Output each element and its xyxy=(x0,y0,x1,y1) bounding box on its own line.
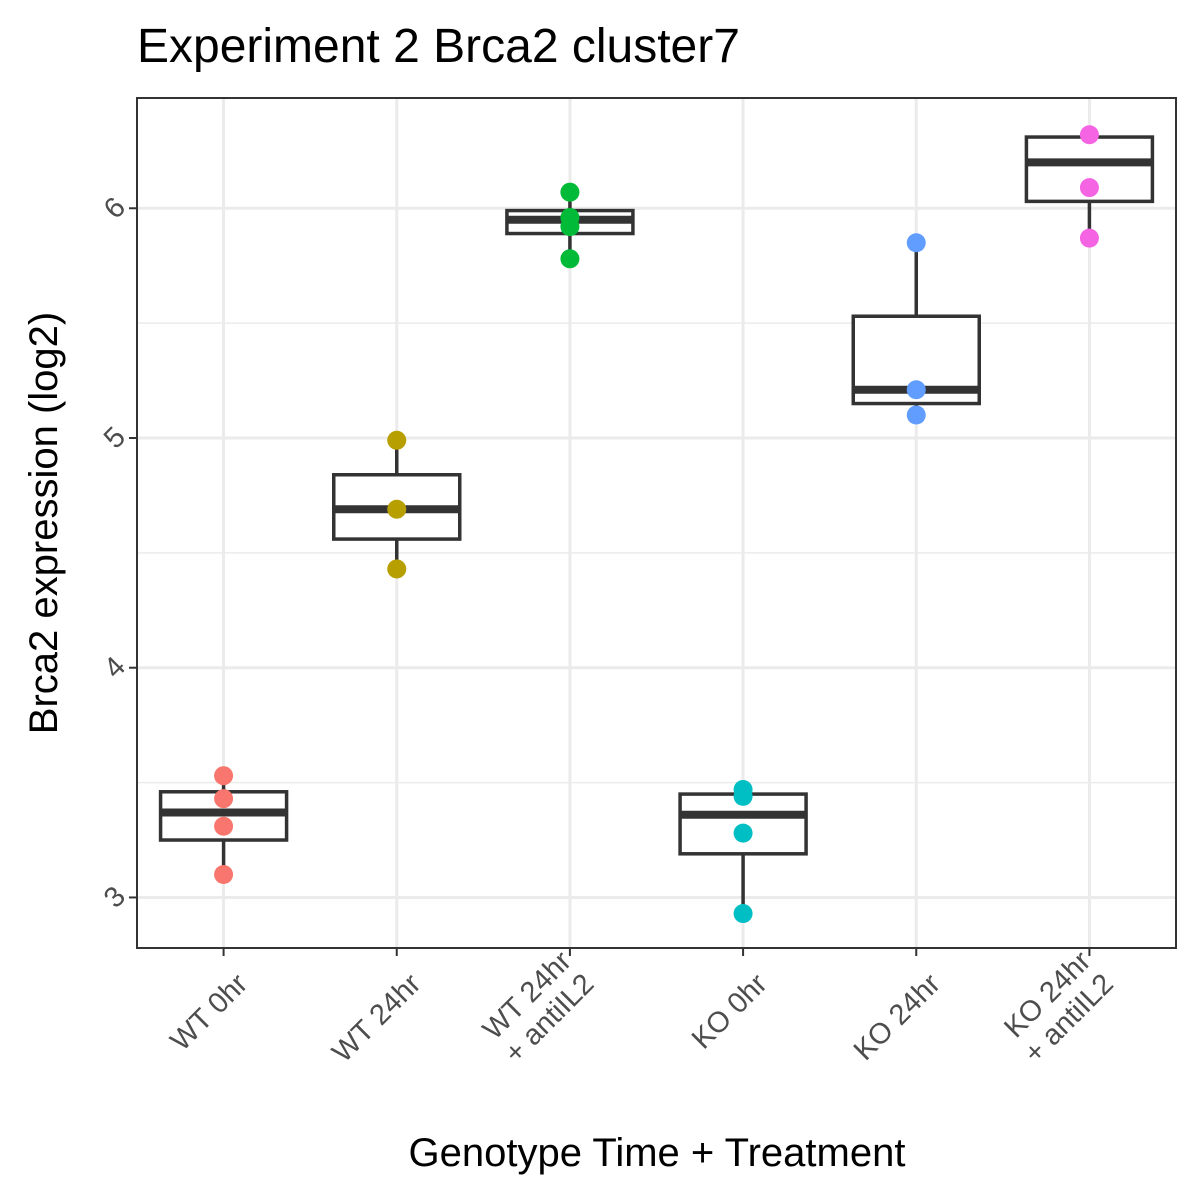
data-point xyxy=(214,864,234,884)
panel-background xyxy=(137,98,1176,948)
data-point xyxy=(214,789,234,809)
data-point xyxy=(906,405,926,425)
panel-border xyxy=(136,97,1177,949)
data-point xyxy=(560,217,580,237)
data-point xyxy=(214,766,234,786)
data-point xyxy=(733,786,753,806)
data-point xyxy=(733,823,753,843)
boxes xyxy=(158,134,1155,914)
x-axis-label: Genotype Time + Treatment xyxy=(409,1131,906,1175)
y-axis-label: Brca2 expression (log2) xyxy=(22,312,66,734)
data-point xyxy=(1079,125,1099,145)
data-point xyxy=(906,380,926,400)
chart-title: Experiment 2 Brca2 cluster7 xyxy=(137,20,740,73)
data-points xyxy=(214,125,1099,924)
data-point xyxy=(214,816,234,836)
data-point xyxy=(1079,178,1099,198)
boxplot xyxy=(1024,134,1155,239)
data-point xyxy=(387,430,407,450)
data-point xyxy=(560,182,580,202)
grid xyxy=(137,98,1176,948)
data-point xyxy=(1079,228,1099,248)
data-point xyxy=(906,233,926,253)
data-point xyxy=(733,904,753,924)
data-point xyxy=(560,249,580,269)
data-point xyxy=(387,499,407,519)
box xyxy=(1024,135,1155,204)
data-point xyxy=(387,559,407,579)
